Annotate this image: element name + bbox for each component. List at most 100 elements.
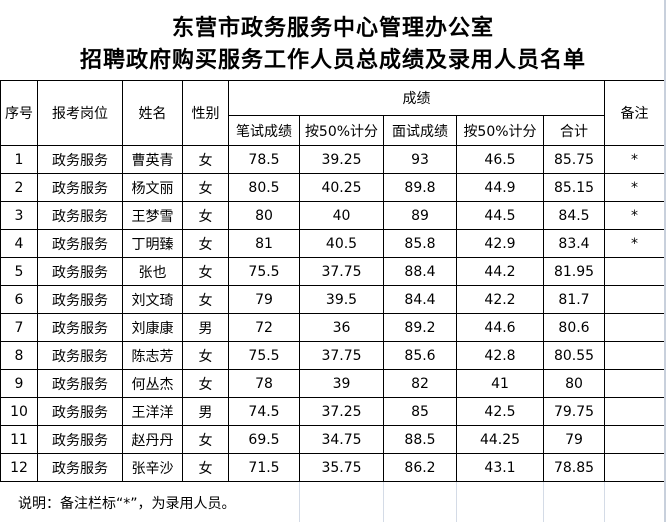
cell-interview: 89	[383, 201, 457, 230]
cell-written-50: 39	[299, 369, 384, 398]
cell-remark: *	[604, 201, 665, 230]
cell-seq: 1	[0, 145, 38, 174]
cell-interview-50: 42.8	[456, 341, 544, 370]
table-row: 2 政务服务 杨文丽女 80.5 40.25 89.8 44.9 85.15 *	[0, 173, 665, 202]
cell-gender: 女	[182, 285, 229, 314]
cell-name: 曹英青	[122, 145, 183, 174]
cell-total: 79.75	[543, 397, 605, 426]
cell-gender: 女	[182, 173, 229, 202]
header-written: 笔试成绩	[228, 115, 300, 146]
cell-name: 王梦雪	[122, 201, 183, 230]
cell-written-50: 39.5	[299, 285, 384, 314]
cell-total: 80.6	[543, 313, 605, 342]
cell-written-50: 40.5	[299, 229, 384, 258]
cell-gender: 男	[182, 397, 229, 426]
cell-name: 杨文丽	[122, 173, 183, 202]
cell-written: 71.5	[228, 453, 300, 482]
cell-written: 78	[228, 369, 300, 398]
cell-interview-50: 42.5	[456, 397, 544, 426]
cell-written: 80.5	[228, 173, 300, 202]
cell-position: 政务服务	[37, 453, 123, 482]
cell-name: 赵丹丹	[122, 425, 183, 454]
cell-seq: 9	[0, 369, 38, 398]
cell-written: 74.5	[228, 397, 300, 426]
table-row: 7 政务服务 刘康康男 72 36 89.2 44.6 80.6	[0, 313, 665, 342]
cell-written: 75.5	[228, 257, 300, 286]
cell-interview: 93	[383, 145, 457, 174]
cell-name: 张辛沙	[122, 453, 183, 482]
gridline	[299, 482, 300, 522]
cell-name: 刘康康	[122, 313, 183, 342]
cell-seq: 2	[0, 173, 38, 202]
cell-position: 政务服务	[37, 369, 123, 398]
cell-seq: 12	[0, 453, 38, 482]
cell-written-50: 37.25	[299, 397, 384, 426]
cell-remark	[604, 397, 665, 426]
table-row: 11 政务服务 赵丹丹女 69.5 34.75 88.5 44.25 79	[0, 425, 665, 454]
cell-interview-50: 44.5	[456, 201, 544, 230]
cell-name: 王洋洋	[122, 397, 183, 426]
cell-interview: 86.2	[383, 453, 457, 482]
cell-total: 85.75	[543, 145, 605, 174]
cell-seq: 10	[0, 397, 38, 426]
header-written-50: 按50%计分	[299, 115, 384, 146]
cell-position: 政务服务	[37, 397, 123, 426]
cell-seq: 3	[0, 201, 38, 230]
cell-interview-50: 44.2	[456, 257, 544, 286]
cell-total: 81.7	[543, 285, 605, 314]
cell-interview: 85.8	[383, 229, 457, 258]
table-row: 8 政务服务 陈志芳女 75.5 37.75 85.6 42.8 80.55	[0, 341, 665, 370]
sheet-edge	[664, 0, 666, 522]
cell-position: 政务服务	[37, 257, 123, 286]
cell-gender: 女	[182, 257, 229, 286]
cell-remark	[604, 453, 665, 482]
table-row: 6 政务服务 刘文琦女 79 39.5 84.4 42.2 81.7	[0, 285, 665, 314]
cell-position: 政务服务	[37, 341, 123, 370]
cell-gender: 男	[182, 313, 229, 342]
table-row: 3 政务服务 王梦雪女 80 40 89 44.5 84.5 *	[0, 201, 665, 230]
cell-written: 80	[228, 201, 300, 230]
cell-name: 陈志芳	[122, 341, 183, 370]
cell-written: 72	[228, 313, 300, 342]
cell-written: 79	[228, 285, 300, 314]
cell-total: 79	[543, 425, 605, 454]
cell-interview-50: 44.6	[456, 313, 544, 342]
document-subtitle: 招聘政府购买服务工作人员总成绩及录用人员名单	[79, 47, 586, 73]
footnote: 说明：备注栏标“*”，为录用人员。	[18, 496, 236, 512]
cell-remark	[604, 313, 665, 342]
cell-name: 丁明臻	[122, 229, 183, 258]
cell-gender: 女	[182, 341, 229, 370]
gridline	[604, 482, 605, 522]
cell-written-50: 40.25	[299, 173, 384, 202]
cell-interview-50: 42.9	[456, 229, 544, 258]
cell-seq: 4	[0, 229, 38, 258]
cell-gender: 女	[182, 201, 229, 230]
cell-name: 刘文琦	[122, 285, 183, 314]
header-remark: 备注	[604, 80, 665, 146]
cell-written-50: 40	[299, 201, 384, 230]
cell-interview: 85	[383, 397, 457, 426]
cell-interview-50: 42.2	[456, 285, 544, 314]
header-row: 序号 报考岗位 姓名 性别 成绩 备注	[0, 80, 665, 146]
cell-interview-50: 44.25	[456, 425, 544, 454]
cell-remark	[604, 425, 665, 454]
cell-interview: 82	[383, 369, 457, 398]
cell-interview-50: 46.5	[456, 145, 544, 174]
cell-interview: 88.4	[383, 257, 457, 286]
table-row: 1 政务服务 曹英青女 78.5 39.25 93 46.5 85.75 *	[0, 145, 665, 174]
header-gender: 性别	[182, 80, 229, 146]
header-seq: 序号	[0, 80, 38, 146]
cell-interview: 89.2	[383, 313, 457, 342]
table-row: 10 政务服务 王洋洋男 74.5 37.25 85 42.5 79.75	[0, 397, 665, 426]
cell-gender: 女	[182, 145, 229, 174]
cell-written-50: 35.75	[299, 453, 384, 482]
results-table: 序号 报考岗位 姓名 性别 成绩 备注 笔试成绩 按50%计分 面试成绩 按50…	[0, 80, 665, 482]
subheader-row: 笔试成绩 按50%计分 面试成绩 按50%计分 合计	[1, 115, 665, 146]
cell-interview: 88.5	[383, 425, 457, 454]
gridline	[456, 482, 457, 522]
header-interview-50: 按50%计分	[456, 115, 544, 146]
cell-gender: 女	[182, 425, 229, 454]
gridline	[383, 482, 384, 522]
cell-interview-50: 41	[456, 369, 544, 398]
cell-written: 78.5	[228, 145, 300, 174]
